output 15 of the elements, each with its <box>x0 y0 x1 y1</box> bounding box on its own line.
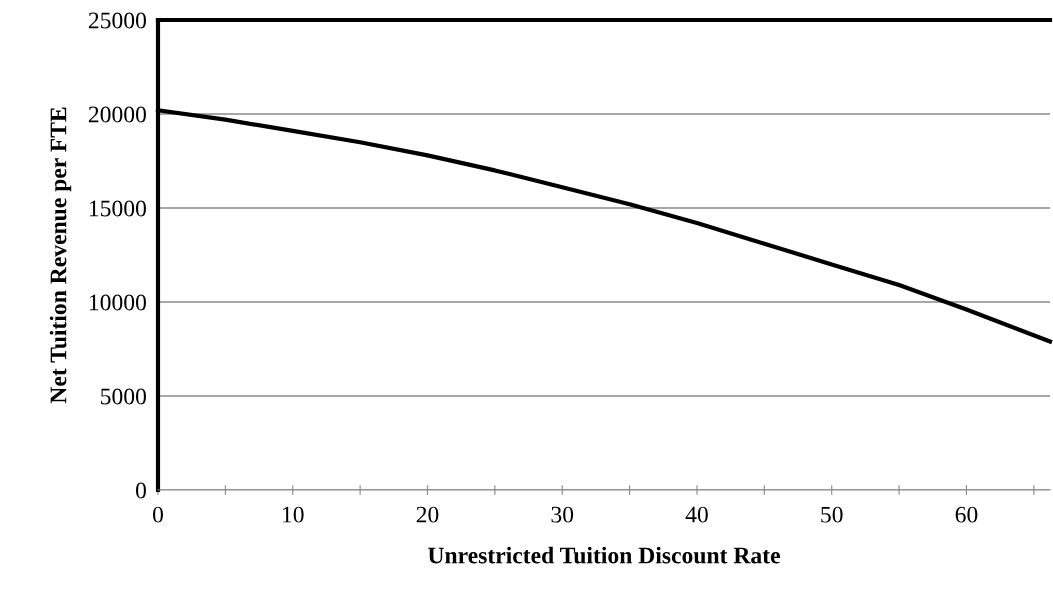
y-tick-label: 15000 <box>89 200 146 217</box>
y-axis-title: Net Tuition Revenue per FTE <box>49 107 72 404</box>
y-tick-label: 20000 <box>88 106 146 123</box>
x-tick-label: 0 <box>153 506 163 523</box>
x-axis-title: Unrestricted Tuition Discount Rate <box>428 546 780 564</box>
y-tick-label: 5000 <box>101 388 146 405</box>
x-tick-label: 60 <box>955 506 978 523</box>
y-tick-label: 0 <box>135 482 146 499</box>
x-tick-label: 50 <box>821 506 843 523</box>
x-tick-label: 30 <box>551 506 574 523</box>
y-tick-label: 25000 <box>88 12 146 29</box>
y-tick-label: 10000 <box>89 294 146 311</box>
x-tick-label: 20 <box>416 506 439 523</box>
x-tick-label: 10 <box>283 506 304 523</box>
x-tick-label: 40 <box>685 506 708 523</box>
